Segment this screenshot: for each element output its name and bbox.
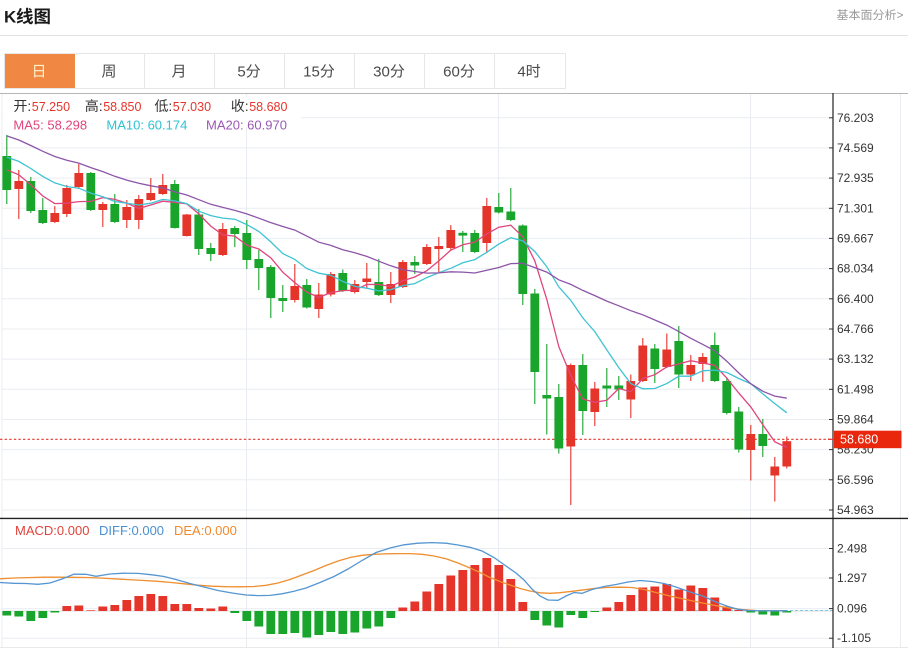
svg-text:DEA:0.000: DEA:0.000 (174, 523, 237, 538)
svg-text:63.132: 63.132 (837, 352, 874, 366)
svg-text:74.569: 74.569 (837, 141, 874, 155)
svg-text:MACD:0.000: MACD:0.000 (15, 523, 89, 538)
svg-text:0.096: 0.096 (837, 602, 867, 616)
svg-text:58.850: 58.850 (103, 100, 141, 114)
svg-text:58.680: 58.680 (840, 433, 878, 447)
svg-text:>: > (897, 8, 904, 22)
svg-text:58.680: 58.680 (249, 100, 287, 114)
svg-text::: : (27, 98, 31, 114)
svg-text:76.203: 76.203 (837, 111, 874, 125)
svg-text:57.250: 57.250 (32, 100, 70, 114)
svg-text::: : (245, 98, 249, 114)
svg-text::: : (99, 98, 103, 114)
svg-text:-1.105: -1.105 (837, 631, 871, 645)
svg-text:1.297: 1.297 (837, 571, 867, 585)
svg-text:61.498: 61.498 (837, 382, 874, 396)
svg-text:K: K (4, 8, 17, 27)
svg-text:MA5: 58.298: MA5: 58.298 (13, 118, 87, 133)
svg-text:54.963: 54.963 (837, 503, 874, 517)
svg-text:71.301: 71.301 (837, 201, 874, 215)
svg-text:59.864: 59.864 (837, 413, 874, 427)
svg-text:56.596: 56.596 (837, 473, 874, 487)
svg-text:2.498: 2.498 (837, 542, 867, 556)
svg-text:DIFF:0.000: DIFF:0.000 (99, 523, 164, 538)
svg-text:66.400: 66.400 (837, 292, 874, 306)
svg-text:57.030: 57.030 (173, 100, 211, 114)
svg-text::: : (168, 98, 172, 114)
svg-text:64.766: 64.766 (837, 322, 874, 336)
svg-text:69.667: 69.667 (837, 231, 874, 245)
svg-text:MA20: 60.970: MA20: 60.970 (206, 118, 287, 133)
svg-text:72.935: 72.935 (837, 171, 874, 185)
svg-text:5: 5 (237, 64, 245, 81)
svg-text:MA10: 60.174: MA10: 60.174 (106, 118, 187, 133)
svg-text:60: 60 (443, 64, 460, 81)
svg-text:15: 15 (303, 64, 320, 81)
svg-text:4: 4 (517, 64, 525, 81)
svg-text:30: 30 (373, 64, 390, 81)
svg-text:68.034: 68.034 (837, 262, 874, 276)
